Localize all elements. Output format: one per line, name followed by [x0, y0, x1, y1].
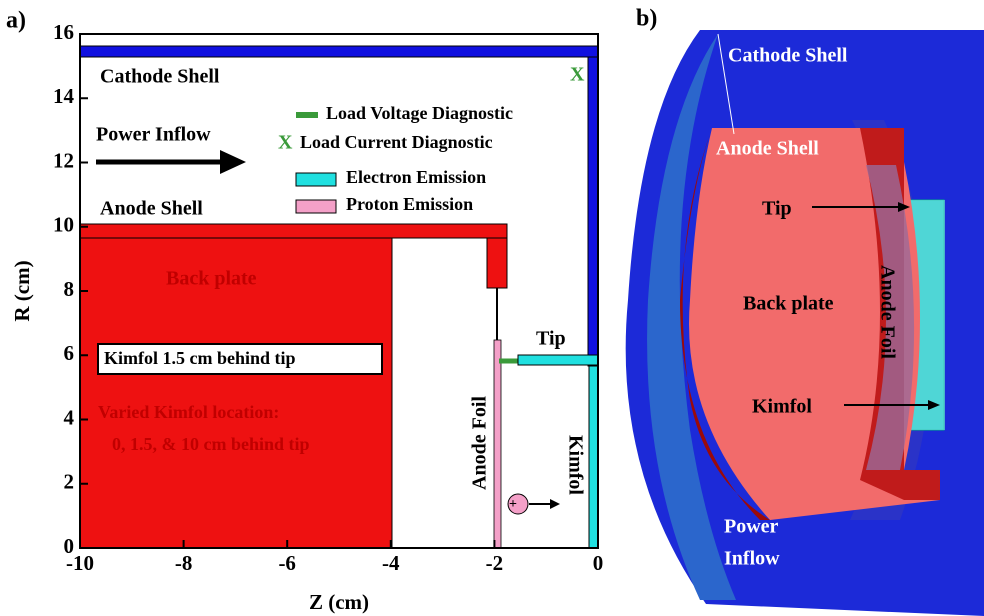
legend-entry: Electron Emission [346, 167, 486, 187]
label: Tip [762, 198, 792, 220]
label: Back plate [166, 268, 257, 290]
x-tick-label: 0 [593, 551, 604, 575]
label: Anode Foil [469, 396, 491, 490]
y-tick-label: 14 [53, 84, 75, 108]
label: Kimfol [564, 435, 586, 495]
legend-entry: Load Voltage Diagnostic [326, 103, 513, 123]
proton-label: + [509, 497, 517, 512]
legend-symbol [296, 200, 336, 213]
anode-lip [487, 238, 507, 288]
label: Inflow [724, 548, 780, 570]
cathode-shell [80, 46, 598, 57]
y-tick-label: 10 [53, 213, 74, 237]
label: 0, 1.5, & 10 cm behind tip [112, 434, 310, 454]
y-tick-label: 6 [64, 341, 75, 365]
y-tick-label: 4 [64, 405, 75, 429]
y-tick-label: 0 [64, 534, 75, 558]
y-tick-label: 16 [53, 20, 74, 44]
y-tick-label: 2 [64, 470, 75, 494]
legend-symbol: X [278, 132, 293, 154]
label: Power Inflow [96, 124, 211, 146]
label: Back plate [743, 293, 834, 315]
y-tick-label: 12 [53, 148, 74, 172]
cathode-wall [588, 57, 598, 366]
label: Kimfol 1.5 cm behind tip [104, 348, 296, 368]
y-axis-label: R (cm) [10, 260, 34, 321]
proton-emission [494, 340, 501, 548]
label: Power [724, 516, 779, 538]
tip-emission [518, 355, 598, 365]
x-tick-label: -2 [486, 551, 504, 575]
label: Kimfol [752, 396, 812, 418]
label: Cathode Shell [728, 45, 848, 67]
anode-shell [80, 224, 507, 238]
current-marker: X [570, 64, 585, 86]
legend-entry: Load Current Diagnostic [300, 132, 493, 152]
panel-label: b) [636, 6, 657, 32]
label: Anode Foil [876, 265, 898, 359]
label: Cathode Shell [100, 66, 220, 88]
x-axis-label: Z (cm) [309, 590, 369, 614]
label: Varied Kimfol location: [98, 402, 279, 422]
label: Anode Shell [716, 138, 819, 160]
legend-entry: Proton Emission [346, 194, 473, 214]
y-tick-label: 8 [64, 277, 75, 301]
x-tick-label: -8 [175, 551, 193, 575]
label: Anode Shell [100, 198, 203, 220]
panel-label: a) [6, 8, 26, 34]
legend-symbol [296, 173, 336, 186]
figure: a) Z (cm) R (cm) Cathode Shell Power Inf… [0, 0, 984, 616]
label: Tip [536, 328, 566, 350]
x-tick-label: -6 [278, 551, 296, 575]
kimfol-emission [589, 366, 598, 548]
x-tick-label: -4 [382, 551, 400, 575]
